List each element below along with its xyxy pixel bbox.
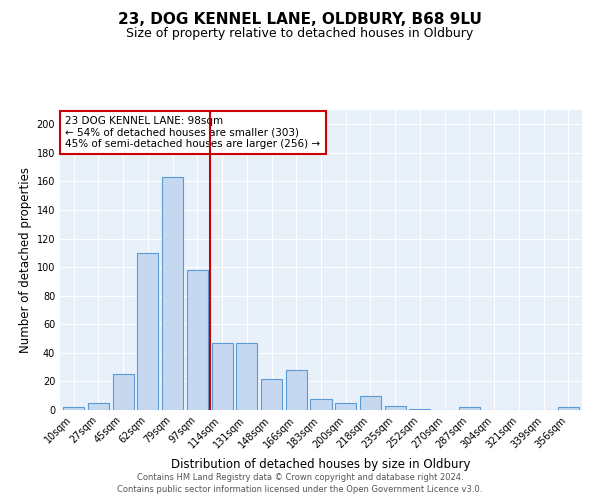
- Bar: [162, 177, 183, 410]
- Text: Contains public sector information licensed under the Open Government Licence v3: Contains public sector information licen…: [118, 485, 482, 494]
- Bar: [409, 408, 430, 410]
- Bar: [63, 407, 84, 410]
- Bar: [187, 270, 208, 410]
- Bar: [310, 398, 332, 410]
- Bar: [113, 374, 134, 410]
- Bar: [212, 343, 233, 410]
- Bar: [286, 370, 307, 410]
- Bar: [88, 403, 109, 410]
- Bar: [261, 378, 282, 410]
- Bar: [459, 407, 480, 410]
- Text: 23, DOG KENNEL LANE, OLDBURY, B68 9LU: 23, DOG KENNEL LANE, OLDBURY, B68 9LU: [118, 12, 482, 28]
- Y-axis label: Number of detached properties: Number of detached properties: [19, 167, 32, 353]
- Bar: [137, 253, 158, 410]
- Text: Size of property relative to detached houses in Oldbury: Size of property relative to detached ho…: [127, 28, 473, 40]
- Text: 23 DOG KENNEL LANE: 98sqm
← 54% of detached houses are smaller (303)
45% of semi: 23 DOG KENNEL LANE: 98sqm ← 54% of detac…: [65, 116, 320, 149]
- Bar: [236, 343, 257, 410]
- Text: Contains HM Land Registry data © Crown copyright and database right 2024.: Contains HM Land Registry data © Crown c…: [137, 472, 463, 482]
- X-axis label: Distribution of detached houses by size in Oldbury: Distribution of detached houses by size …: [171, 458, 471, 471]
- Bar: [360, 396, 381, 410]
- Bar: [385, 406, 406, 410]
- Bar: [335, 403, 356, 410]
- Bar: [558, 407, 579, 410]
